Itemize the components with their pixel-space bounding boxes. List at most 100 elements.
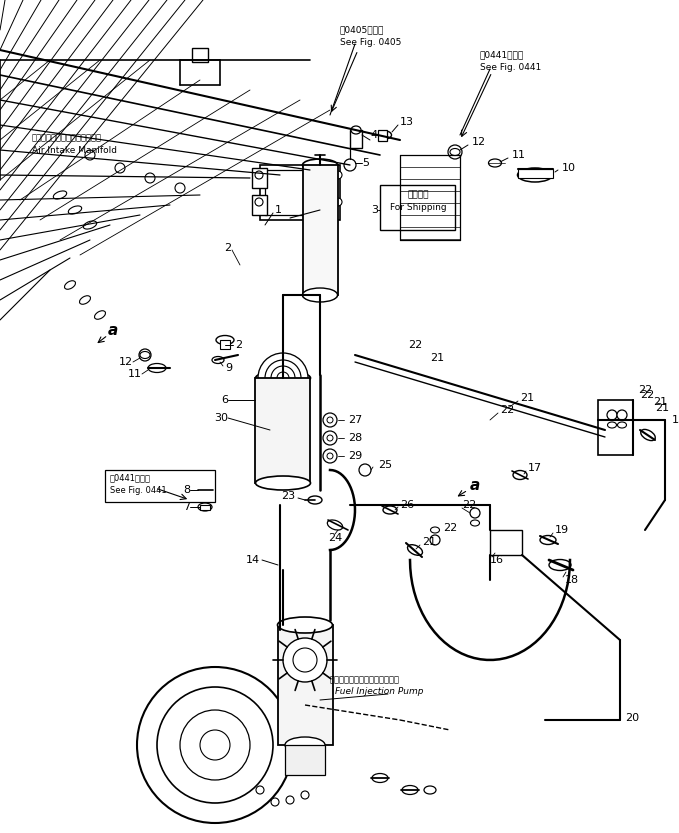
Circle shape (265, 360, 301, 396)
Circle shape (255, 198, 263, 206)
Ellipse shape (84, 221, 96, 229)
Circle shape (323, 431, 337, 445)
Text: 12: 12 (119, 357, 133, 367)
Text: 2: 2 (235, 340, 242, 350)
Ellipse shape (327, 520, 343, 530)
Ellipse shape (255, 371, 310, 385)
Text: For Shipping: For Shipping (390, 202, 446, 212)
Text: 22: 22 (443, 523, 457, 533)
Text: 第0441図参照: 第0441図参照 (110, 473, 151, 482)
Ellipse shape (308, 496, 322, 504)
Circle shape (327, 417, 333, 423)
Text: 27: 27 (348, 415, 363, 425)
Ellipse shape (407, 545, 422, 556)
Circle shape (255, 171, 263, 179)
Text: 6: 6 (221, 395, 228, 405)
Ellipse shape (285, 737, 325, 753)
Text: 21: 21 (422, 537, 436, 547)
Bar (278, 625, 333, 745)
Text: Fuel Injection Pump: Fuel Injection Pump (335, 687, 424, 696)
Text: a: a (108, 322, 118, 337)
Ellipse shape (351, 126, 361, 134)
Text: 9: 9 (225, 363, 232, 373)
Circle shape (327, 435, 333, 441)
Ellipse shape (303, 159, 337, 171)
Text: See Fig. 0405: See Fig. 0405 (340, 37, 401, 47)
Text: 第0405図参照: 第0405図参照 (340, 26, 384, 34)
Text: 20: 20 (625, 713, 639, 723)
Circle shape (470, 508, 480, 518)
Ellipse shape (69, 206, 81, 214)
Text: 8: 8 (183, 485, 190, 495)
Bar (303, 165, 338, 295)
Text: 11: 11 (512, 150, 526, 160)
Circle shape (286, 796, 294, 804)
Bar (220, 340, 230, 349)
Text: 13: 13 (400, 117, 414, 127)
Text: 16: 16 (490, 555, 504, 565)
Text: Air Intake Manifold: Air Intake Manifold (32, 146, 117, 154)
Text: 12: 12 (472, 137, 486, 147)
Ellipse shape (255, 476, 310, 490)
Text: 23: 23 (281, 491, 295, 501)
Ellipse shape (212, 357, 224, 363)
Bar (255, 378, 310, 483)
Ellipse shape (79, 296, 90, 304)
Circle shape (359, 464, 371, 476)
Text: 26: 26 (400, 500, 414, 510)
Ellipse shape (303, 288, 337, 302)
Text: 1: 1 (275, 205, 282, 215)
Ellipse shape (450, 148, 460, 156)
Circle shape (139, 349, 151, 361)
Circle shape (157, 687, 273, 803)
Ellipse shape (198, 503, 212, 511)
Bar (260, 165, 340, 220)
Circle shape (448, 145, 462, 159)
Text: 18: 18 (565, 575, 579, 585)
Circle shape (323, 449, 337, 463)
Bar (192, 48, 208, 62)
Ellipse shape (430, 527, 439, 533)
Ellipse shape (198, 486, 212, 494)
Ellipse shape (617, 422, 627, 428)
Circle shape (137, 667, 293, 823)
Ellipse shape (94, 311, 105, 319)
Circle shape (617, 410, 627, 420)
Text: See Fig. 0441: See Fig. 0441 (480, 62, 541, 72)
Text: 7: 7 (183, 502, 190, 512)
Text: 22: 22 (462, 500, 476, 510)
Bar (380, 185, 455, 230)
Bar (518, 169, 553, 178)
Text: 19: 19 (555, 525, 569, 535)
Ellipse shape (54, 191, 67, 199)
Text: 22: 22 (638, 385, 653, 395)
Bar (252, 195, 267, 215)
Ellipse shape (641, 430, 655, 441)
Ellipse shape (65, 281, 75, 289)
Circle shape (344, 159, 356, 171)
Circle shape (293, 648, 317, 672)
Bar (265, 170, 335, 215)
Text: フェルインジェクションポンプ: フェルインジェクションポンプ (330, 676, 400, 685)
Text: 14: 14 (246, 555, 260, 565)
Ellipse shape (424, 786, 436, 794)
Ellipse shape (378, 131, 392, 139)
Text: 10: 10 (562, 163, 576, 173)
Circle shape (115, 163, 125, 173)
Ellipse shape (383, 506, 397, 514)
Text: 21: 21 (653, 397, 667, 407)
Ellipse shape (303, 289, 337, 301)
Text: 11: 11 (128, 369, 142, 379)
Circle shape (277, 372, 289, 384)
Bar (490, 530, 522, 555)
Text: 運搬部品: 運搬部品 (407, 191, 428, 199)
Text: 21: 21 (520, 393, 534, 403)
Bar (105, 470, 215, 502)
Text: 21: 21 (430, 353, 444, 363)
Ellipse shape (278, 617, 333, 633)
Text: 4: 4 (370, 130, 377, 140)
Circle shape (258, 353, 308, 403)
Circle shape (334, 171, 342, 179)
Text: 22: 22 (640, 390, 655, 400)
Text: See Fig. 0441: See Fig. 0441 (110, 486, 166, 495)
